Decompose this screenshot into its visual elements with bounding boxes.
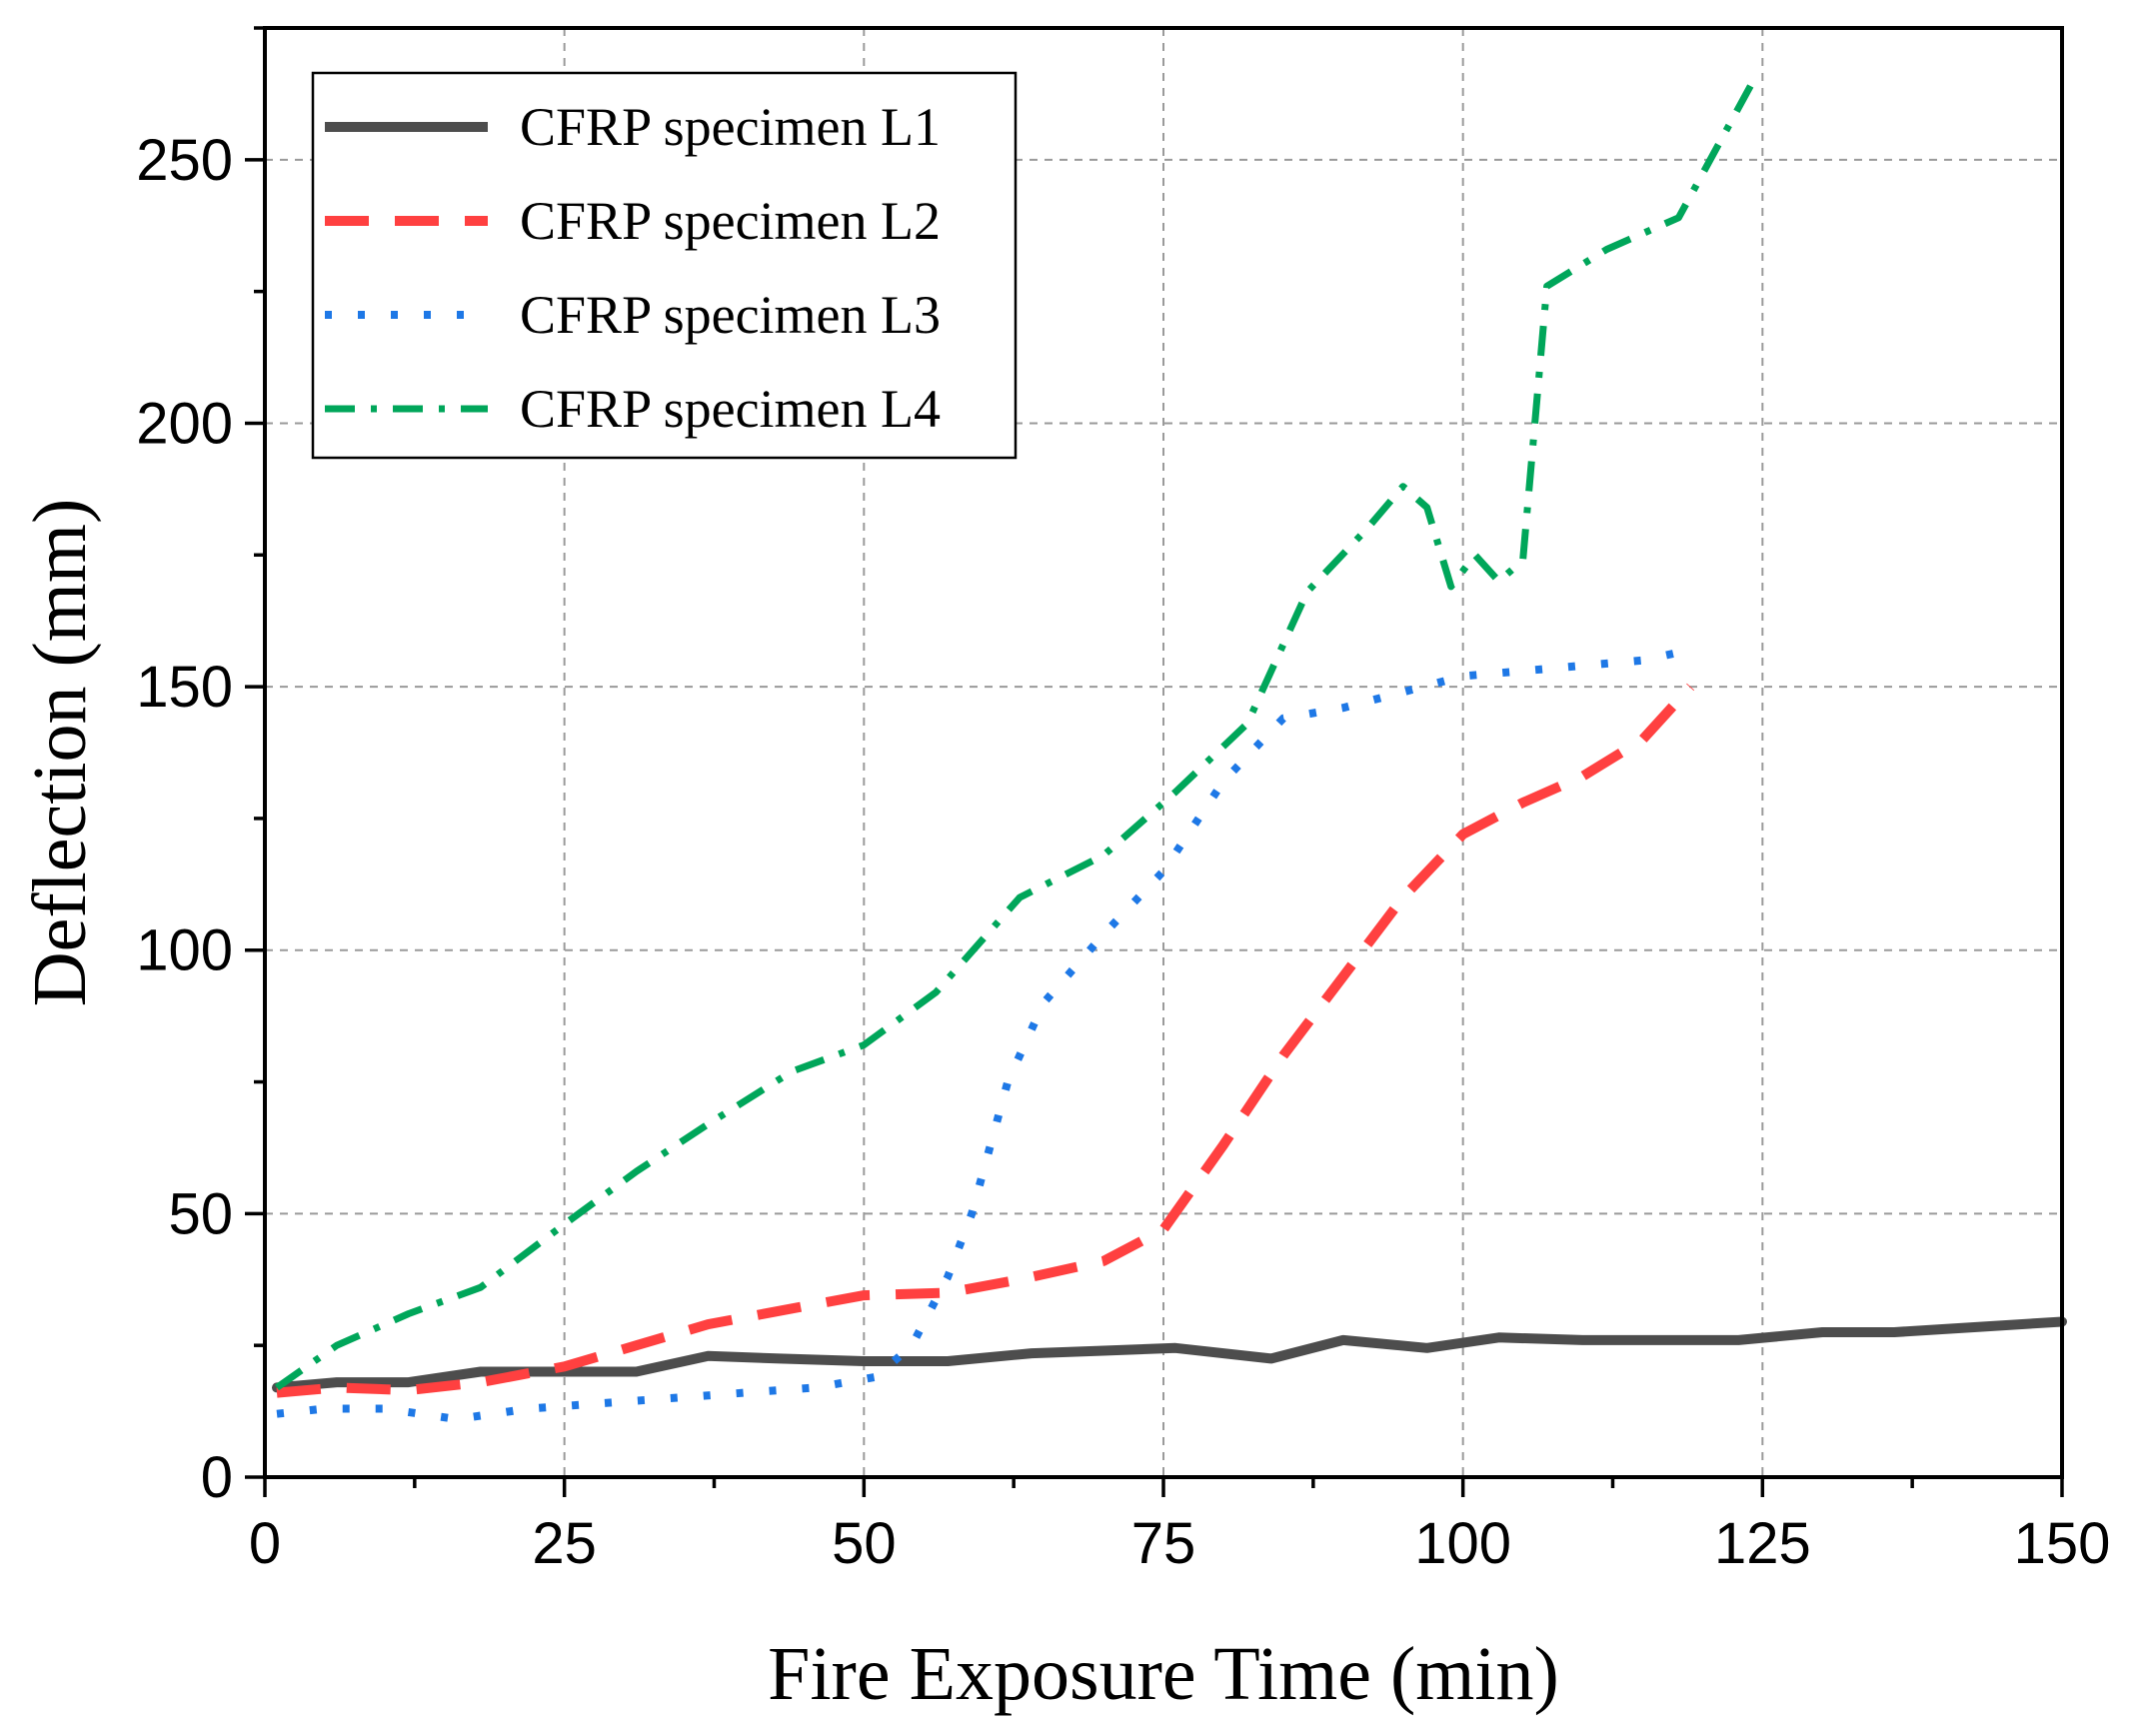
legend-label-1: CFRP specimen L1 — [520, 97, 941, 157]
x-tick-label: 150 — [2014, 1511, 2111, 1576]
y-tick-label: 100 — [136, 918, 233, 983]
x-axis-title: Fire Exposure Time (min) — [768, 1632, 1559, 1716]
legend-label-2: CFRP specimen L2 — [520, 191, 941, 251]
series-line-4 — [274, 84, 1754, 1391]
series-line-2 — [276, 683, 1695, 1398]
y-tick-label: 0 — [201, 1445, 233, 1510]
legend-label-4: CFRP specimen L4 — [520, 379, 941, 439]
x-tick-label: 50 — [832, 1511, 897, 1576]
x-tick-label: 100 — [1414, 1511, 1511, 1576]
y-tick-label: 250 — [136, 128, 233, 193]
series-group — [272, 84, 2067, 1423]
x-tick-label: 25 — [532, 1511, 597, 1576]
y-tick-label: 50 — [168, 1181, 233, 1246]
axis-ticks: 0 25 50 75 100 125 150 0 50 100 150 200 250 — [136, 26, 2111, 1576]
y-tick-label: 200 — [136, 391, 233, 456]
y-axis-title: Deflection (mm) — [18, 499, 102, 1007]
series-line-1 — [272, 1316, 2067, 1393]
x-tick-label: 0 — [249, 1511, 281, 1576]
x-tick-label: 125 — [1714, 1511, 1811, 1576]
legend: CFRP specimen L1 CFRP specimen L2 CFRP spe… — [311, 71, 1018, 460]
legend-label-3: CFRP specimen L3 — [520, 285, 941, 345]
series-line-3 — [276, 646, 1692, 1423]
y-tick-label: 150 — [136, 655, 233, 720]
legend-box — [311, 71, 1018, 460]
x-tick-label: 75 — [1131, 1511, 1196, 1576]
